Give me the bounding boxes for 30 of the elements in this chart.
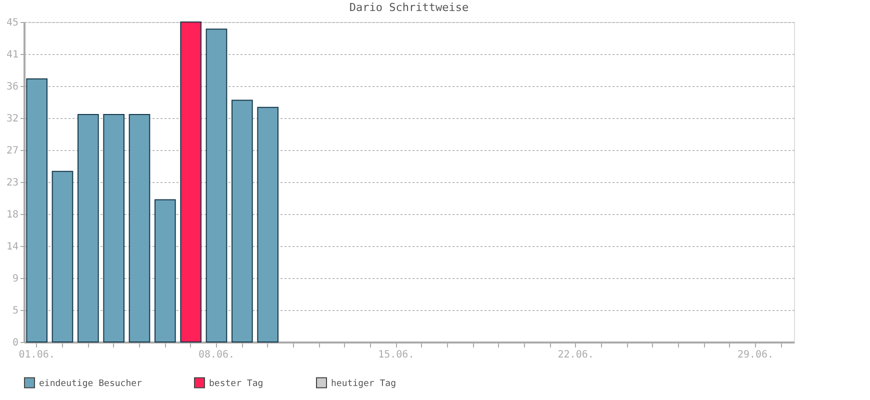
bar bbox=[180, 22, 202, 342]
chart-title: Dario Schrittweise bbox=[349, 1, 469, 14]
x-tick-label: 01.06. bbox=[18, 350, 55, 360]
y-tick-label: 27 bbox=[6, 146, 18, 156]
bar bbox=[257, 106, 278, 342]
y-tick-label: 41 bbox=[6, 50, 18, 60]
legend-label: heutiger Tag bbox=[331, 378, 396, 389]
bar bbox=[232, 100, 253, 342]
x-tick-label: 08.06. bbox=[198, 350, 235, 360]
y-tick-label: 0 bbox=[12, 338, 18, 348]
y-tick-label: 18 bbox=[6, 210, 18, 220]
legend-label: bester Tag bbox=[209, 378, 264, 389]
bar bbox=[154, 199, 176, 342]
y-tick-label: 32 bbox=[6, 114, 18, 124]
x-tick-label: 22.06. bbox=[558, 350, 594, 360]
y-tick-label: 9 bbox=[12, 274, 18, 284]
legend-label: eindeutige Besucher bbox=[39, 378, 143, 389]
bar bbox=[78, 114, 99, 342]
bar bbox=[103, 114, 124, 342]
bar bbox=[206, 28, 228, 342]
bar bbox=[52, 170, 74, 342]
x-tick-label: 15.06. bbox=[378, 350, 414, 360]
y-tick-label: 5 bbox=[12, 306, 18, 316]
y-tick-label: 23 bbox=[6, 178, 18, 188]
bar bbox=[128, 114, 150, 342]
x-tick-label: 29.06. bbox=[737, 350, 774, 360]
y-tick-label: 45 bbox=[6, 18, 18, 28]
y-tick-label: 14 bbox=[6, 242, 18, 252]
y-tick-label: 36 bbox=[6, 82, 18, 92]
bar bbox=[26, 78, 48, 342]
